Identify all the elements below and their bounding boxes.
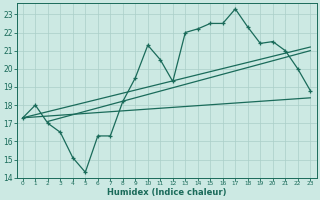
X-axis label: Humidex (Indice chaleur): Humidex (Indice chaleur) (107, 188, 226, 197)
